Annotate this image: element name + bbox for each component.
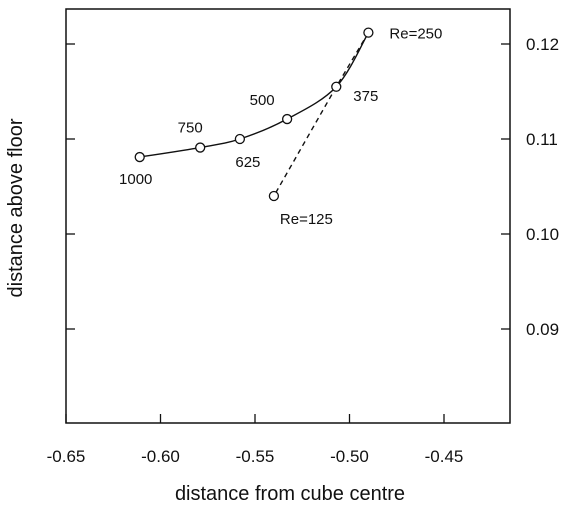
data-point-marker xyxy=(268,190,280,202)
x-tick-label: -0.65 xyxy=(47,447,86,466)
x-tick-label: -0.45 xyxy=(425,447,464,466)
data-point-label: 625 xyxy=(235,154,260,171)
data-point-marker xyxy=(363,27,374,38)
ticks: -0.65 -0.60 -0.55 -0.50 -0.45 0.09 0.10 0.11 0.1… xyxy=(47,35,559,466)
y-axis-title: distance above floor xyxy=(5,118,27,297)
x-axis-title: distance from cube centre xyxy=(175,483,405,505)
labels-layer: 1000 750 625 500 375 Re=250 Re=125 xyxy=(119,26,442,228)
data-point-marker xyxy=(281,113,293,125)
data-point-label: 375 xyxy=(353,88,378,105)
x-tick-label: -0.55 xyxy=(236,447,275,466)
data-point-label: Re=125 xyxy=(280,211,333,228)
data-point-label: 500 xyxy=(250,92,275,109)
x-tick-label: -0.50 xyxy=(330,447,369,466)
series-layer xyxy=(134,27,374,202)
data-point-marker xyxy=(134,151,145,163)
data-point-label: 750 xyxy=(178,120,203,137)
data-point-label: 1000 xyxy=(119,171,152,188)
y-tick-label: 0.09 xyxy=(526,320,559,339)
data-point-marker xyxy=(331,81,342,92)
x-tick-label: -0.60 xyxy=(141,447,180,466)
y-tick-label: 0.12 xyxy=(526,35,559,54)
plot-frame xyxy=(65,8,511,424)
data-point-marker xyxy=(234,133,246,145)
data-point-marker xyxy=(195,142,206,153)
series-dashed-line xyxy=(273,32,370,197)
data-point-label: Re=250 xyxy=(389,26,442,43)
y-tick-label: 0.11 xyxy=(526,130,558,149)
y-tick-label: 0.10 xyxy=(526,225,559,244)
